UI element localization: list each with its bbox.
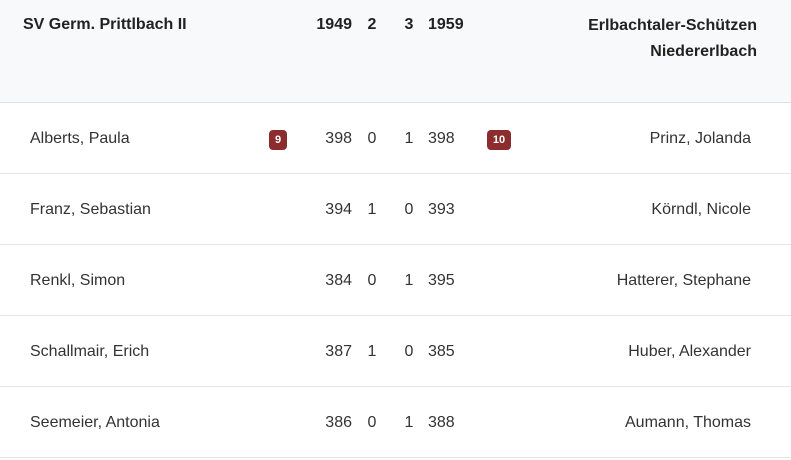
home-points: 0	[367, 130, 377, 147]
home-shooter: Alberts, Paula	[30, 130, 130, 147]
home-points: 2	[367, 16, 377, 33]
away-score: 398	[428, 130, 455, 147]
away-shooter: Körndl, Nicole	[651, 201, 751, 218]
home-score: 387	[325, 343, 352, 360]
table-row: Franz, Sebastian 394 1 0 393 Körndl, Nic…	[0, 174, 791, 245]
away-shooter: Huber, Alexander	[628, 343, 751, 360]
away-total: 1959	[428, 16, 464, 33]
away-points: 0	[404, 201, 414, 218]
home-points: 1	[367, 343, 377, 360]
away-score: 385	[428, 343, 455, 360]
away-score: 393	[428, 201, 455, 218]
away-shooter: Prinz, Jolanda	[649, 130, 751, 147]
home-shooter: Franz, Sebastian	[30, 201, 151, 218]
away-points: 1	[404, 272, 414, 289]
away-team-line1: Erlbachtaler-Schützen	[588, 17, 757, 34]
home-total: 1949	[316, 16, 352, 33]
home-points: 1	[367, 201, 377, 218]
away-points: 0	[404, 343, 414, 360]
away-shooter: Hatterer, Stephane	[616, 272, 751, 289]
home-score: 386	[325, 414, 352, 431]
home-points: 0	[367, 414, 377, 431]
away-score: 388	[428, 414, 455, 431]
table-row: Alberts, Paula 9 398 0 1 398 10 Prinz, J…	[0, 103, 791, 174]
away-shooter: Aumann, Thomas	[625, 414, 751, 431]
home-shooter: Seemeier, Antonia	[30, 414, 160, 431]
table-row: Seemeier, Antonia 386 0 1 388 Aumann, Th…	[0, 387, 791, 458]
away-score: 395	[428, 272, 455, 289]
away-points: 1	[404, 414, 414, 431]
home-points: 0	[367, 272, 377, 289]
away-points: 1	[404, 130, 414, 147]
away-points: 3	[404, 16, 414, 33]
home-score: 394	[325, 201, 352, 218]
home-score: 398	[325, 130, 352, 147]
table-row: Schallmair, Erich 387 1 0 385 Huber, Ale…	[0, 316, 791, 387]
home-shooter: Renkl, Simon	[30, 272, 126, 289]
home-score: 384	[325, 272, 352, 289]
away-rank-badge: 10	[487, 130, 511, 150]
table-header: SV Germ. Prittlbach II 1949 2 3 1959 Erl…	[0, 0, 791, 103]
home-shooter: Schallmair, Erich	[30, 343, 150, 360]
away-team-line2: Niedererlbach	[650, 43, 757, 60]
away-team-name: Erlbachtaler-Schützen Niedererlbach	[588, 13, 757, 65]
table-row: Renkl, Simon 384 0 1 395 Hatterer, Steph…	[0, 245, 791, 316]
home-rank-badge: 9	[269, 130, 287, 150]
home-team-name: SV Germ. Prittlbach II	[23, 16, 187, 33]
